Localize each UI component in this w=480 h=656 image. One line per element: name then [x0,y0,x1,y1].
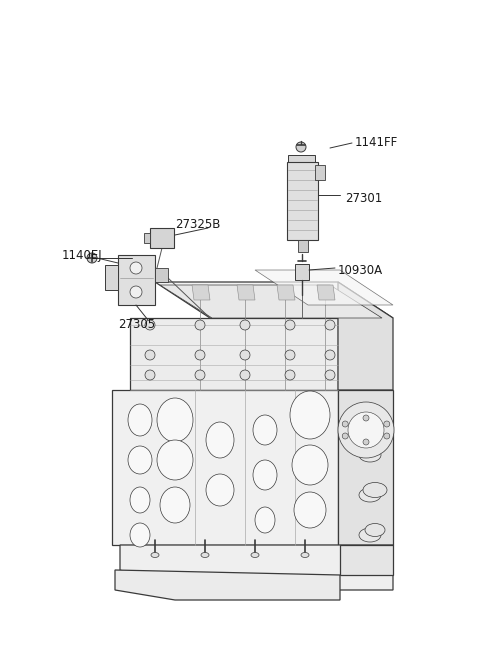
Ellipse shape [151,552,159,558]
Circle shape [87,253,97,263]
Ellipse shape [359,528,381,542]
Ellipse shape [359,448,381,462]
Polygon shape [192,285,210,300]
Circle shape [285,320,295,330]
Polygon shape [105,265,118,290]
Text: 10930A: 10930A [338,264,383,276]
Circle shape [325,370,335,380]
Polygon shape [277,285,295,300]
Circle shape [195,320,205,330]
Polygon shape [144,233,150,243]
Ellipse shape [201,552,209,558]
Polygon shape [150,228,174,248]
Ellipse shape [160,487,190,523]
Ellipse shape [253,460,277,490]
Polygon shape [340,545,393,575]
Circle shape [363,439,369,445]
Polygon shape [295,264,309,280]
Polygon shape [155,268,168,282]
Text: 27301: 27301 [345,192,382,205]
Circle shape [363,415,369,421]
Ellipse shape [255,507,275,533]
Circle shape [240,370,250,380]
Polygon shape [338,282,393,390]
Circle shape [145,370,155,380]
Ellipse shape [290,391,330,439]
Ellipse shape [253,415,277,445]
Polygon shape [118,255,155,305]
Ellipse shape [365,523,385,537]
Text: 1141FF: 1141FF [355,136,398,150]
Circle shape [348,412,384,448]
Polygon shape [130,318,338,390]
Polygon shape [112,390,338,545]
Circle shape [240,320,250,330]
Text: 27325B: 27325B [175,218,220,232]
Ellipse shape [130,487,150,513]
Polygon shape [338,390,393,545]
Circle shape [130,286,142,298]
Ellipse shape [294,492,326,528]
Polygon shape [115,570,340,600]
Circle shape [145,350,155,360]
Circle shape [296,142,306,152]
Circle shape [342,421,348,427]
Ellipse shape [157,440,193,480]
Ellipse shape [301,552,309,558]
Polygon shape [160,285,382,318]
Ellipse shape [292,445,328,485]
Polygon shape [298,240,308,252]
Circle shape [342,433,348,439]
Ellipse shape [206,474,234,506]
Circle shape [240,350,250,360]
Polygon shape [237,285,255,300]
Text: 27305: 27305 [118,319,155,331]
Ellipse shape [359,408,381,422]
Ellipse shape [128,404,152,436]
Circle shape [145,320,155,330]
Circle shape [285,350,295,360]
Polygon shape [288,155,315,162]
Ellipse shape [130,523,150,547]
Polygon shape [120,545,393,590]
Circle shape [325,320,335,330]
Polygon shape [287,162,318,240]
Ellipse shape [157,398,193,442]
Circle shape [384,433,390,439]
Circle shape [285,370,295,380]
Circle shape [130,262,142,274]
Ellipse shape [251,552,259,558]
Circle shape [384,421,390,427]
Circle shape [325,350,335,360]
Circle shape [195,350,205,360]
Text: 1140EJ: 1140EJ [62,249,103,262]
Polygon shape [317,285,335,300]
Polygon shape [155,282,393,318]
Ellipse shape [128,446,152,474]
Ellipse shape [359,488,381,502]
Polygon shape [255,270,393,305]
Ellipse shape [363,483,387,497]
Circle shape [195,370,205,380]
Ellipse shape [206,422,234,458]
Polygon shape [315,165,325,180]
Circle shape [338,402,394,458]
